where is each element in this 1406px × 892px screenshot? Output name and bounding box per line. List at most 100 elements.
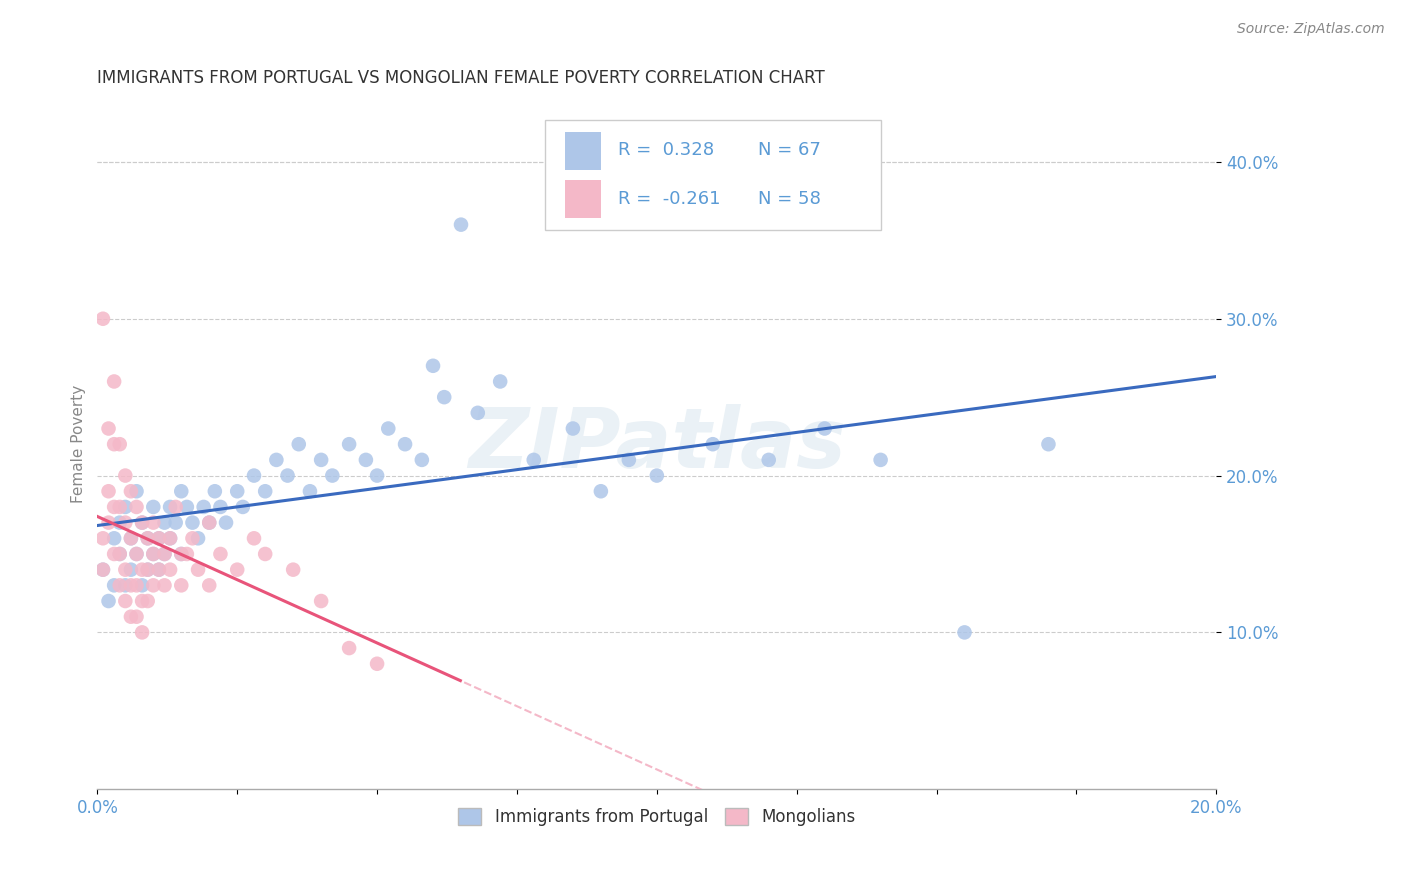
Text: R =  0.328: R = 0.328 [617, 141, 714, 160]
Point [309, 594, 332, 608]
Point [287, 437, 309, 451]
Point [120, 531, 142, 545]
Point [411, 453, 433, 467]
Point [198, 578, 221, 592]
Point [215, 516, 238, 530]
Point [136, 531, 159, 545]
Point [97, 484, 120, 499]
Point [243, 468, 266, 483]
Point [91, 311, 114, 326]
Point [159, 531, 181, 545]
Point [153, 516, 176, 530]
Point [226, 563, 249, 577]
Point [131, 594, 153, 608]
Point [176, 547, 198, 561]
Point [114, 563, 136, 577]
Point [103, 547, 125, 561]
Point [187, 531, 209, 545]
Point [298, 484, 321, 499]
Point [159, 563, 181, 577]
Point [142, 516, 165, 530]
Point [181, 531, 204, 545]
Point [450, 218, 472, 232]
Point [108, 547, 131, 561]
Point [142, 547, 165, 561]
Point [108, 437, 131, 451]
Point [277, 468, 299, 483]
FancyBboxPatch shape [565, 180, 600, 218]
Point [366, 657, 388, 671]
Point [814, 421, 837, 435]
Point [254, 484, 277, 499]
Point [142, 500, 165, 514]
Point [209, 500, 232, 514]
Point [153, 547, 176, 561]
Point [337, 641, 360, 656]
Point [114, 516, 136, 530]
Point [120, 563, 142, 577]
Point [283, 563, 305, 577]
Point [131, 516, 153, 530]
Point [108, 500, 131, 514]
Point [187, 563, 209, 577]
Text: Source: ZipAtlas.com: Source: ZipAtlas.com [1237, 22, 1385, 37]
Point [170, 578, 193, 592]
Point [131, 578, 153, 592]
Point [467, 406, 489, 420]
Point [366, 468, 388, 483]
Point [523, 453, 546, 467]
Point [125, 609, 148, 624]
Text: IMMIGRANTS FROM PORTUGAL VS MONGOLIAN FEMALE POVERTY CORRELATION CHART: IMMIGRANTS FROM PORTUGAL VS MONGOLIAN FE… [97, 69, 825, 87]
Text: N = 67: N = 67 [758, 141, 821, 160]
Point [159, 531, 181, 545]
Point [120, 578, 142, 592]
Point [153, 578, 176, 592]
Point [489, 375, 512, 389]
Point [125, 547, 148, 561]
Point [198, 516, 221, 530]
Point [170, 484, 193, 499]
Point [394, 437, 416, 451]
Point [125, 484, 148, 499]
Point [433, 390, 456, 404]
Point [181, 516, 204, 530]
Point [114, 594, 136, 608]
Point [170, 547, 193, 561]
Point [91, 531, 114, 545]
Point [142, 547, 165, 561]
Point [148, 531, 170, 545]
Point [869, 453, 891, 467]
Point [204, 484, 226, 499]
Point [148, 563, 170, 577]
Point [589, 484, 612, 499]
Point [337, 437, 360, 451]
Point [377, 421, 399, 435]
Point [148, 563, 170, 577]
Text: N = 58: N = 58 [758, 190, 821, 208]
Point [645, 468, 668, 483]
Y-axis label: Female Poverty: Female Poverty [72, 385, 86, 503]
Point [165, 516, 187, 530]
Point [91, 563, 114, 577]
Point [136, 594, 159, 608]
Point [103, 375, 125, 389]
Point [266, 453, 288, 467]
Point [131, 516, 153, 530]
Point [97, 594, 120, 608]
Point [561, 421, 583, 435]
Point [125, 578, 148, 592]
Point [97, 421, 120, 435]
Point [243, 531, 266, 545]
Point [176, 500, 198, 514]
Point [108, 578, 131, 592]
Point [103, 500, 125, 514]
FancyBboxPatch shape [565, 132, 600, 169]
Point [114, 500, 136, 514]
Point [136, 531, 159, 545]
Point [114, 578, 136, 592]
Point [1038, 437, 1060, 451]
Point [142, 578, 165, 592]
Point [422, 359, 444, 373]
Point [125, 547, 148, 561]
Point [226, 484, 249, 499]
